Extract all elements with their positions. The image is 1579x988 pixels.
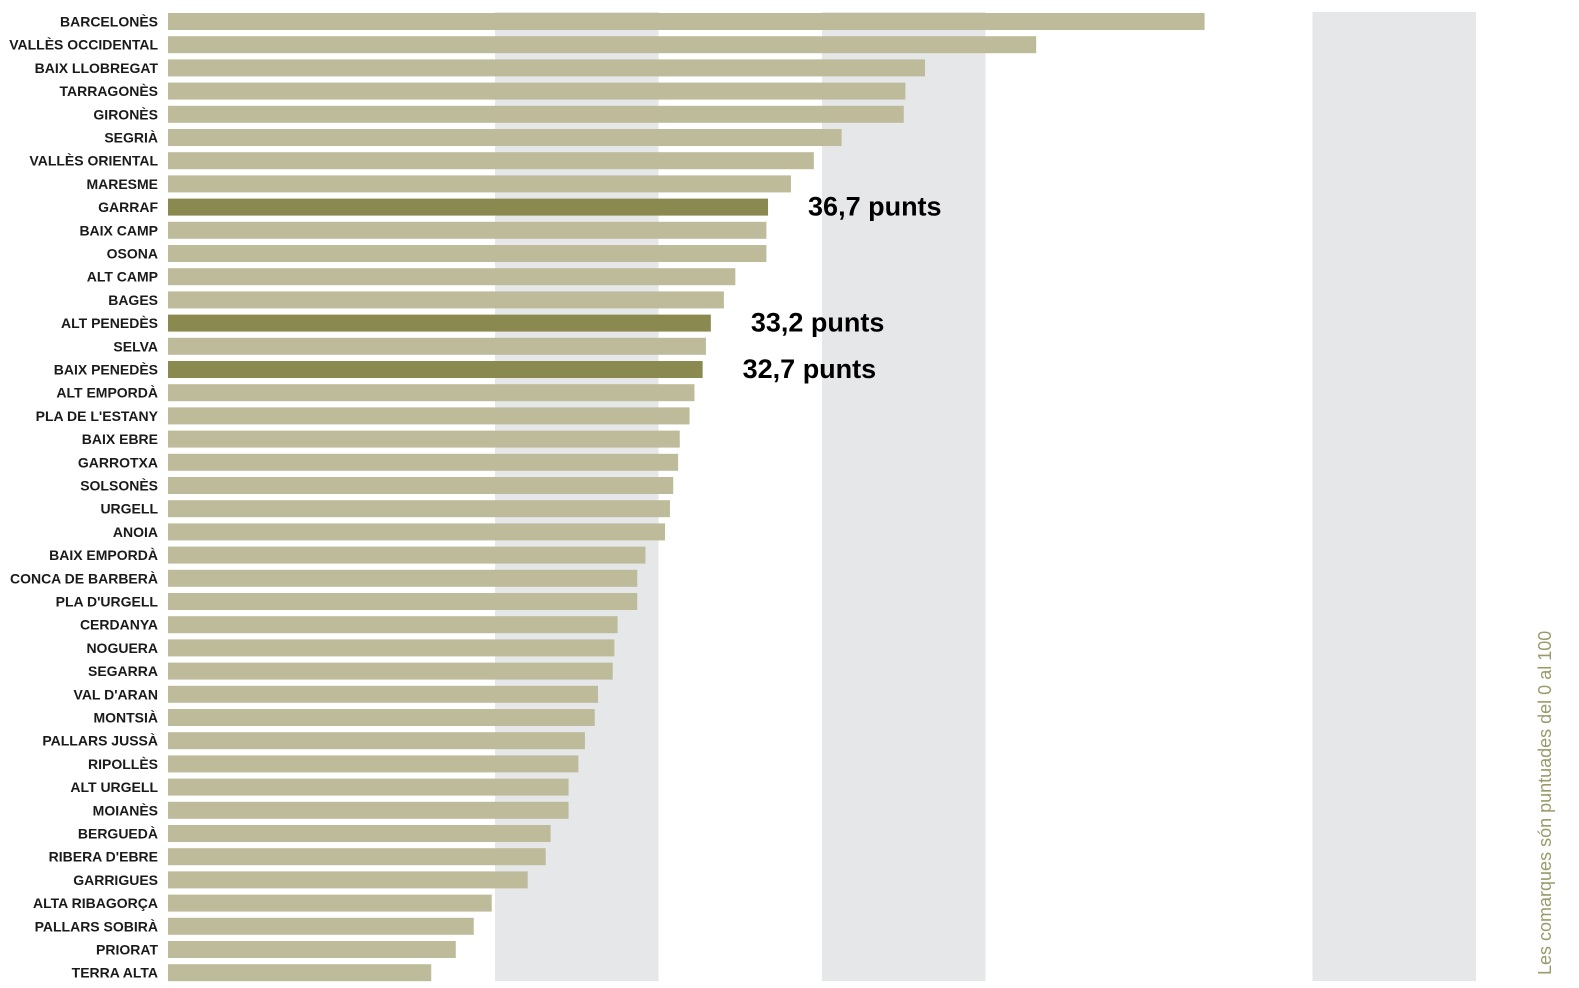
side-note: Les comarques són puntuades del 0 al 100 <box>1535 631 1555 975</box>
category-label: MARESME <box>86 176 158 192</box>
bar-baix-camp <box>168 221 767 239</box>
bar-montsi- <box>168 709 595 726</box>
category-label: BAIX EMPORDÀ <box>49 547 158 563</box>
bar-alt-camp <box>168 268 736 286</box>
bars <box>168 13 1205 982</box>
bar-bergued- <box>168 825 551 842</box>
band-2 <box>1312 12 1476 981</box>
band-1 <box>822 12 986 981</box>
category-label: BARCELONÈS <box>60 14 158 30</box>
bar-segri- <box>168 129 842 146</box>
bar-alt-pened-s <box>168 314 711 332</box>
category-label: ALT CAMP <box>87 269 158 285</box>
bar-giron-s <box>168 105 904 123</box>
category-label: MONTSIÀ <box>93 710 158 726</box>
category-label: BAIX PENEDÈS <box>54 362 158 378</box>
bar-vall-s-occidental <box>168 36 1037 54</box>
bar-pallars-juss- <box>168 732 585 750</box>
bar-baix-empord- <box>168 546 646 564</box>
category-label: GARRIGUES <box>73 872 158 888</box>
category-label: MOIANÈS <box>93 802 158 818</box>
category-label: OSONA <box>107 246 158 262</box>
category-label: SEGRIÀ <box>104 130 158 146</box>
bar-ribera-d-ebre <box>168 848 546 866</box>
category-label: BAIX EBRE <box>82 431 158 447</box>
bar-vall-s-oriental <box>168 152 814 170</box>
bar-baix-ebre <box>168 430 680 448</box>
category-label: URGELL <box>100 501 158 517</box>
annotation-2: 32,7 punts <box>743 354 877 384</box>
bar-pla-d-urgell <box>168 593 638 610</box>
bar-cerdanya <box>168 616 618 634</box>
bar-alt-urgell <box>168 778 569 796</box>
bar-solson-s <box>168 477 674 494</box>
category-label: RIPOLLÈS <box>88 756 158 772</box>
category-labels: BARCELONÈS VALLÈS OCCIDENTAL BAIX LLOBREGA… <box>9 14 158 981</box>
bar-alta-ribagor-a <box>168 894 492 912</box>
category-label: GARRAF <box>98 199 158 215</box>
background-bands <box>495 12 1476 981</box>
category-label: BAGES <box>108 292 158 308</box>
bar-osona <box>168 245 767 262</box>
category-label: ALTA RIBAGORÇA <box>33 895 158 911</box>
category-label: GIRONÈS <box>93 106 158 122</box>
category-label: PALLARS SOBIRÀ <box>35 918 158 934</box>
bar-conca-de-barber- <box>168 569 638 587</box>
category-label: CERDANYA <box>80 617 158 633</box>
category-label: BAIX CAMP <box>79 222 158 238</box>
bar-pallars-sobir- <box>168 917 474 935</box>
category-label: TERRA ALTA <box>72 965 158 981</box>
bar-ripoll-s <box>168 755 579 773</box>
bar-garrigues <box>168 871 528 889</box>
bar-selva <box>168 337 706 355</box>
category-label: VAL D'ARAN <box>74 686 158 702</box>
bar-priorat <box>168 941 456 958</box>
annotations: 36,7 punts 33,2 punts 32,7 punts <box>743 192 942 384</box>
bar-val-d-aran <box>168 685 599 703</box>
category-label: NOGUERA <box>86 640 158 656</box>
bar-alt-empord- <box>168 384 695 402</box>
category-label: ALT EMPORDÀ <box>56 385 158 401</box>
bar-bages <box>168 291 724 309</box>
bar-urgell <box>168 500 670 518</box>
category-label: PALLARS JUSSÀ <box>42 733 158 749</box>
category-label: SEGARRA <box>88 663 158 679</box>
category-label: SOLSONÈS <box>80 478 158 494</box>
category-label: RIBERA D'EBRE <box>49 849 158 865</box>
bar-segarra <box>168 662 613 680</box>
bar-tarragon-s <box>168 82 906 100</box>
category-label: GARROTXA <box>78 454 158 470</box>
category-label: PLA DE L'ESTANY <box>36 408 159 424</box>
annotation-0: 36,7 punts <box>808 192 942 222</box>
bar-noguera <box>168 639 615 657</box>
category-label: VALLÈS ORIENTAL <box>29 153 158 169</box>
category-label: ANOIA <box>113 524 158 540</box>
category-label: SELVA <box>113 338 158 354</box>
bar-anoia <box>168 523 666 541</box>
bar-barcelon-s <box>168 13 1205 30</box>
category-label: BAIX LLOBREGAT <box>35 60 159 76</box>
bar-baix-pened-s <box>168 361 703 378</box>
band-0 <box>495 12 659 981</box>
category-label: PLA D'URGELL <box>56 594 159 610</box>
bar-moian-s <box>168 801 569 819</box>
annotation-1: 33,2 punts <box>751 308 885 338</box>
category-label: TARRAGONÈS <box>59 83 158 99</box>
bar-terra-alta <box>168 964 432 982</box>
bar-maresme <box>168 175 791 193</box>
category-label: VALLÈS OCCIDENTAL <box>9 37 158 53</box>
bar-pla-de-l-estany <box>168 407 690 425</box>
category-label: ALT URGELL <box>70 779 158 795</box>
category-label: BERGUEDÀ <box>78 826 158 842</box>
bar-garraf <box>168 198 769 216</box>
category-label: PRIORAT <box>96 942 158 958</box>
bar-baix-llobregat <box>168 59 926 77</box>
category-label: ALT PENEDÈS <box>61 315 158 331</box>
category-label: CONCA DE BARBERÀ <box>10 570 158 586</box>
bar-garrotxa <box>168 453 679 471</box>
